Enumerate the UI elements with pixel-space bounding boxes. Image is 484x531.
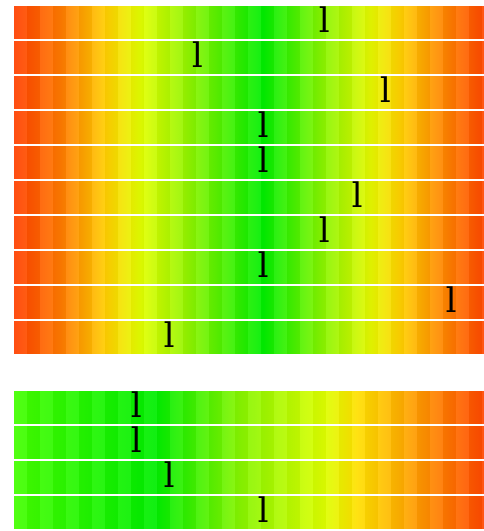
- gradient-bar: [14, 286, 484, 319]
- position-marker[interactable]: l: [445, 286, 457, 319]
- position-marker[interactable]: l: [163, 461, 175, 494]
- gradient-bar: [14, 41, 484, 74]
- gradient-scale-row[interactable]: l: [14, 6, 484, 39]
- position-marker[interactable]: l: [257, 146, 269, 179]
- gradient-bar: [14, 426, 484, 459]
- position-marker[interactable]: l: [257, 496, 269, 529]
- gradient-bar: [14, 461, 484, 494]
- gradient-bar: [14, 216, 484, 249]
- position-marker[interactable]: l: [318, 216, 330, 249]
- position-marker[interactable]: l: [257, 111, 269, 144]
- gradient-bar: [14, 181, 484, 214]
- position-marker[interactable]: l: [351, 181, 363, 214]
- gradient-bar: [14, 321, 484, 354]
- gradient-scale-row[interactable]: l: [14, 321, 484, 354]
- gradient-scale-row[interactable]: l: [14, 391, 484, 424]
- position-marker[interactable]: l: [130, 391, 142, 424]
- gradient-bar: [14, 391, 484, 424]
- gradient-bar: [14, 146, 484, 179]
- gradient-bar: [14, 76, 484, 109]
- gradient-scale-row[interactable]: l: [14, 111, 484, 144]
- gradient-bar: [14, 6, 484, 39]
- gradient-scale-row[interactable]: l: [14, 216, 484, 249]
- gradient-scale-row[interactable]: l: [14, 286, 484, 319]
- gradient-scale-row[interactable]: l: [14, 496, 484, 529]
- position-marker[interactable]: l: [130, 426, 142, 459]
- gradient-scale-row[interactable]: l: [14, 41, 484, 74]
- gradient-bar: [14, 496, 484, 529]
- position-marker[interactable]: l: [318, 6, 330, 39]
- gradient-scale-row[interactable]: l: [14, 426, 484, 459]
- position-marker[interactable]: l: [163, 321, 175, 354]
- position-marker[interactable]: l: [257, 251, 269, 284]
- gradient-bar: [14, 111, 484, 144]
- gradient-scale-row[interactable]: l: [14, 181, 484, 214]
- position-marker[interactable]: l: [379, 76, 391, 109]
- gradient-scale-row[interactable]: l: [14, 461, 484, 494]
- position-marker[interactable]: l: [191, 41, 203, 74]
- gradient-scale-row[interactable]: l: [14, 76, 484, 109]
- gradient-bar: [14, 251, 484, 284]
- gradient-scale-row[interactable]: l: [14, 146, 484, 179]
- gradient-scale-row[interactable]: l: [14, 251, 484, 284]
